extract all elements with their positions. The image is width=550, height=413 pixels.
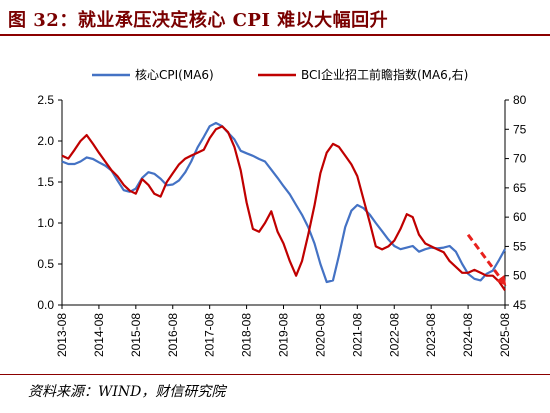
source-rule xyxy=(0,374,550,375)
trend-arrow xyxy=(466,233,507,286)
y-right-tick-label: 70 xyxy=(513,152,527,166)
x-tick-label: 2013-08 xyxy=(55,313,69,357)
series-line-core-cpi xyxy=(61,121,506,284)
y-left-tick-label: 2.5 xyxy=(37,93,54,107)
y-right-tick-label: 60 xyxy=(513,210,527,224)
y-left-tick-label: 2.0 xyxy=(37,134,54,148)
x-tick-label: 2018-08 xyxy=(240,313,254,357)
x-tick-label: 2022-08 xyxy=(387,313,401,357)
x-tick-label: 2019-08 xyxy=(277,313,291,357)
x-tick-label: 2021-08 xyxy=(350,313,364,357)
x-tick-label: 2025-08 xyxy=(498,313,512,357)
chart-lines xyxy=(61,121,506,292)
y-right-tick-label: 75 xyxy=(513,122,527,136)
figure-source: 资料来源：WIND，财信研究院 xyxy=(28,384,226,400)
y-right-tick-label: 50 xyxy=(513,269,527,283)
chart-legend: 核心CPI(MA6) BCI企业招工前瞻指数(MA6,右) xyxy=(92,67,468,82)
y-left-tick-label: 0.0 xyxy=(37,298,54,312)
y-right-tick-label: 55 xyxy=(513,239,527,253)
x-tick-label: 2015-08 xyxy=(129,313,143,357)
x-tick-label: 2017-08 xyxy=(203,313,217,357)
x-tick-label: 2016-08 xyxy=(166,313,180,357)
y-right-tick-label: 65 xyxy=(513,181,527,195)
y-right-tick-label: 45 xyxy=(513,298,527,312)
x-tick-label: 2024-08 xyxy=(461,313,475,357)
title-rule xyxy=(0,34,550,36)
x-tick-label: 2020-08 xyxy=(313,313,327,357)
chart-axes: 0.0 0.5 1.0 1.5 2.0 2.5 45 50 55 60 65 70 75 80 2013-0… xyxy=(37,93,526,357)
legend-label-bci: BCI企业招工前瞻指数(MA6,右) xyxy=(301,67,468,82)
chart-annotation xyxy=(466,233,507,286)
figure-title: 图 32：就业承压决定核心 CPI 难以大幅回升 xyxy=(8,10,389,31)
x-tick-label: 2014-08 xyxy=(92,313,106,357)
y-left-tick-label: 0.5 xyxy=(37,257,54,271)
y-right-tick-label: 80 xyxy=(513,93,527,107)
x-tick-label: 2023-08 xyxy=(424,313,438,357)
y-left-tick-label: 1.0 xyxy=(37,216,54,230)
series-line-bci xyxy=(61,125,506,292)
legend-label-core-cpi: 核心CPI(MA6) xyxy=(135,68,214,82)
y-left-tick-label: 1.5 xyxy=(37,175,54,189)
